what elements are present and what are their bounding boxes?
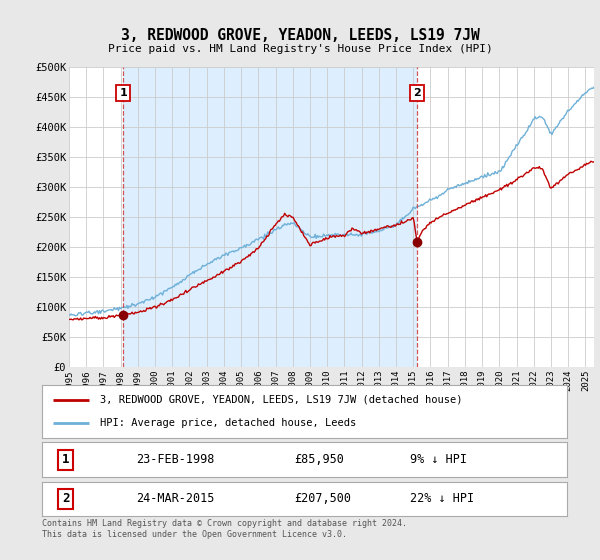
Text: 3, REDWOOD GROVE, YEADON, LEEDS, LS19 7JW: 3, REDWOOD GROVE, YEADON, LEEDS, LS19 7J… (121, 28, 479, 43)
Text: 3, REDWOOD GROVE, YEADON, LEEDS, LS19 7JW (detached house): 3, REDWOOD GROVE, YEADON, LEEDS, LS19 7J… (100, 395, 462, 405)
Text: Price paid vs. HM Land Registry's House Price Index (HPI): Price paid vs. HM Land Registry's House … (107, 44, 493, 54)
Text: 9% ↓ HPI: 9% ↓ HPI (409, 453, 467, 466)
Text: 1: 1 (62, 453, 70, 466)
Text: Contains HM Land Registry data © Crown copyright and database right 2024.
This d: Contains HM Land Registry data © Crown c… (42, 519, 407, 539)
Text: 24-MAR-2015: 24-MAR-2015 (137, 492, 215, 506)
Bar (123, 67, 417, 367)
Text: £85,950: £85,950 (294, 453, 344, 466)
Text: 22% ↓ HPI: 22% ↓ HPI (409, 492, 473, 506)
Text: 23-FEB-1998: 23-FEB-1998 (137, 453, 215, 466)
Text: 2: 2 (62, 492, 70, 506)
Text: HPI: Average price, detached house, Leeds: HPI: Average price, detached house, Leed… (100, 418, 356, 428)
Text: 1: 1 (119, 88, 127, 97)
Text: 2: 2 (413, 88, 421, 97)
Text: £207,500: £207,500 (294, 492, 351, 506)
